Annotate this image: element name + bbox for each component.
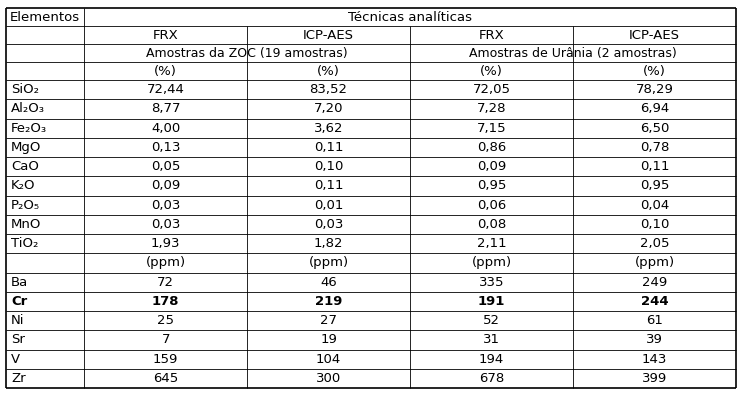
Text: 0,10: 0,10 [640,218,669,231]
Text: (ppm): (ppm) [471,256,512,269]
Text: 335: 335 [479,276,505,289]
Text: 0,11: 0,11 [640,160,669,173]
Text: 0,04: 0,04 [640,199,669,212]
Text: 3,62: 3,62 [314,122,344,135]
Text: 249: 249 [642,276,667,289]
Text: 178: 178 [152,295,180,308]
Text: (%): (%) [643,64,666,77]
Text: 0,95: 0,95 [640,179,669,192]
Text: (%): (%) [317,64,340,77]
Text: 25: 25 [157,314,174,327]
Text: 143: 143 [642,353,667,366]
Text: 244: 244 [640,295,669,308]
Text: 6,94: 6,94 [640,102,669,115]
Text: Amostras de Urânia (2 amostras): Amostras de Urânia (2 amostras) [469,47,677,60]
Text: 0,03: 0,03 [151,218,180,231]
Text: FRX: FRX [153,28,179,41]
Text: 0,78: 0,78 [640,141,669,154]
Text: 0,05: 0,05 [151,160,180,173]
Text: (%): (%) [480,64,503,77]
Text: 6,50: 6,50 [640,122,669,135]
Text: 83,52: 83,52 [309,83,347,96]
Text: SiO₂: SiO₂ [11,83,39,96]
Text: Sr: Sr [11,333,25,346]
Text: FRX: FRX [479,28,505,41]
Text: Ba: Ba [11,276,28,289]
Text: Fe₂O₃: Fe₂O₃ [11,122,47,135]
Text: 0,09: 0,09 [151,179,180,192]
Text: 72,44: 72,44 [147,83,185,96]
Text: P₂O₅: P₂O₅ [11,199,40,212]
Text: (ppm): (ppm) [634,256,674,269]
Text: 7,28: 7,28 [477,102,506,115]
Text: 46: 46 [321,276,337,289]
Text: 4,00: 4,00 [151,122,180,135]
Text: 2,05: 2,05 [640,237,669,250]
Text: 27: 27 [320,314,337,327]
Text: 0,08: 0,08 [477,218,506,231]
Text: 0,13: 0,13 [151,141,180,154]
Text: 678: 678 [479,372,504,385]
Text: (ppm): (ppm) [309,256,349,269]
Text: 300: 300 [316,372,341,385]
Text: Cr: Cr [11,295,27,308]
Text: 159: 159 [153,353,178,366]
Text: 1,82: 1,82 [314,237,344,250]
Text: Amostras da ZOC (19 amostras): Amostras da ZOC (19 amostras) [146,47,348,60]
Text: V: V [11,353,20,366]
Text: MgO: MgO [11,141,42,154]
Text: (%): (%) [154,64,177,77]
Text: Zr: Zr [11,372,26,385]
Text: 0,11: 0,11 [314,141,344,154]
Text: 194: 194 [479,353,504,366]
Text: 8,77: 8,77 [151,102,180,115]
Text: 0,09: 0,09 [477,160,506,173]
Text: 0,86: 0,86 [477,141,506,154]
Text: K₂O: K₂O [11,179,36,192]
Text: 7,20: 7,20 [314,102,344,115]
Text: 2,11: 2,11 [477,237,506,250]
Text: 399: 399 [642,372,667,385]
Text: 78,29: 78,29 [636,83,674,96]
Text: Elementos: Elementos [10,11,80,23]
Text: Ni: Ni [11,314,24,327]
Text: 104: 104 [316,353,341,366]
Text: 7: 7 [162,333,170,346]
Text: 61: 61 [646,314,663,327]
Text: 72: 72 [157,276,174,289]
Text: 0,06: 0,06 [477,199,506,212]
Text: 0,01: 0,01 [314,199,344,212]
Text: 19: 19 [320,333,337,346]
Text: 0,03: 0,03 [314,218,344,231]
Text: 1,93: 1,93 [151,237,180,250]
Text: 0,03: 0,03 [151,199,180,212]
Text: MnO: MnO [11,218,42,231]
Text: 0,10: 0,10 [314,160,344,173]
Text: Al₂O₃: Al₂O₃ [11,102,45,115]
Text: 191: 191 [478,295,505,308]
Text: 219: 219 [315,295,342,308]
Text: TiO₂: TiO₂ [11,237,39,250]
Text: 645: 645 [153,372,178,385]
Text: 72,05: 72,05 [473,83,510,96]
Text: ICP-AES: ICP-AES [629,28,680,41]
Text: 52: 52 [483,314,500,327]
Text: Técnicas analíticas: Técnicas analíticas [348,11,472,23]
Text: 0,95: 0,95 [477,179,506,192]
Text: 0,11: 0,11 [314,179,344,192]
Text: (ppm): (ppm) [145,256,186,269]
Text: 39: 39 [646,333,663,346]
Text: CaO: CaO [11,160,39,173]
Text: ICP-AES: ICP-AES [303,28,354,41]
Text: 7,15: 7,15 [477,122,506,135]
Text: 31: 31 [483,333,500,346]
